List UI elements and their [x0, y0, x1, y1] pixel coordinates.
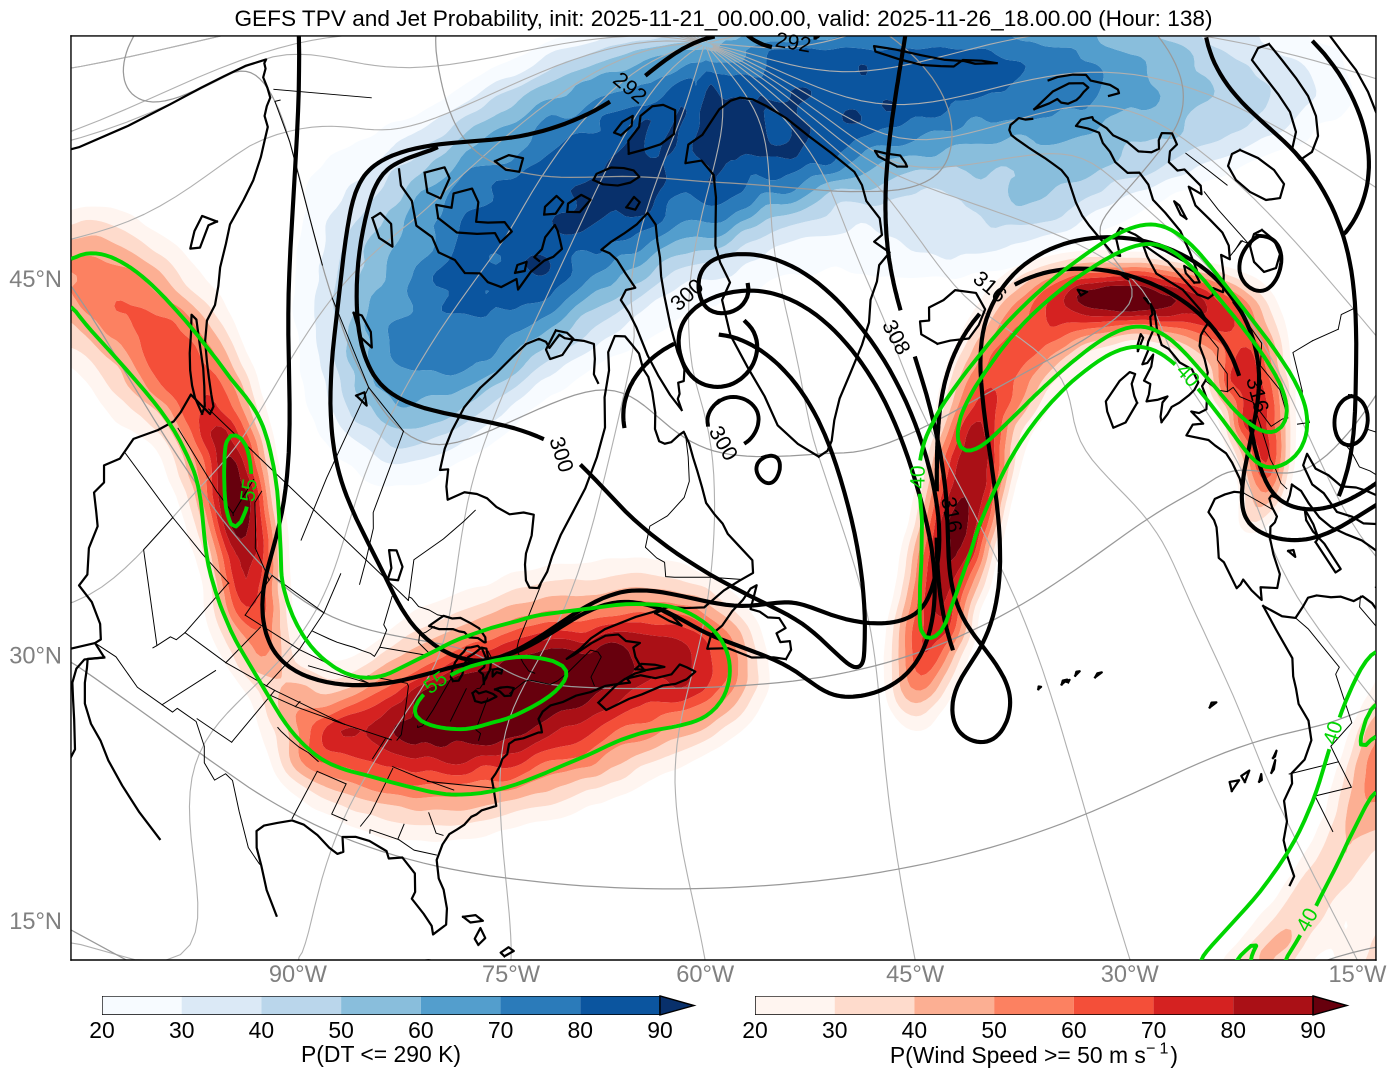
svg-text:15°W: 15°W: [1328, 962, 1387, 988]
svg-text:70: 70: [1141, 1017, 1166, 1043]
svg-text:70: 70: [488, 1017, 513, 1043]
svg-text:30: 30: [822, 1017, 847, 1043]
svg-text:55: 55: [236, 477, 262, 503]
svg-text:80: 80: [1221, 1017, 1246, 1043]
svg-text:292: 292: [773, 28, 813, 58]
svg-text:50: 50: [981, 1017, 1006, 1043]
svg-text:60: 60: [1061, 1017, 1086, 1043]
svg-text:80: 80: [568, 1017, 593, 1043]
svg-text:30°N: 30°N: [9, 643, 62, 669]
svg-text:30: 30: [169, 1017, 194, 1043]
svg-text:P(DT <= 290 K): P(DT <= 290 K): [301, 1041, 461, 1067]
svg-text:50: 50: [328, 1017, 353, 1043]
svg-text:45°N: 45°N: [9, 267, 62, 293]
svg-text:60: 60: [408, 1017, 433, 1043]
svg-text:90°W: 90°W: [269, 962, 328, 988]
svg-text:20: 20: [89, 1017, 114, 1043]
svg-text:75°W: 75°W: [482, 962, 541, 988]
svg-text:90: 90: [647, 1017, 672, 1043]
svg-text:GEFS TPV and Jet Probability,: GEFS TPV and Jet Probability, init: 2025…: [234, 6, 1212, 31]
svg-text:40: 40: [902, 1017, 927, 1043]
svg-text:20: 20: [742, 1017, 767, 1043]
svg-text:40: 40: [907, 465, 930, 488]
svg-text:15°N: 15°N: [9, 909, 62, 935]
svg-text:45°W: 45°W: [886, 962, 945, 988]
svg-text:60°W: 60°W: [676, 962, 735, 988]
svg-text:30°W: 30°W: [1101, 962, 1160, 988]
svg-text:40: 40: [249, 1017, 274, 1043]
svg-text:P ( W i n: P ( W i n d S p e e d > = 5 0 m s ) − 1: [890, 1034, 1184, 1068]
svg-text:90: 90: [1300, 1017, 1325, 1043]
